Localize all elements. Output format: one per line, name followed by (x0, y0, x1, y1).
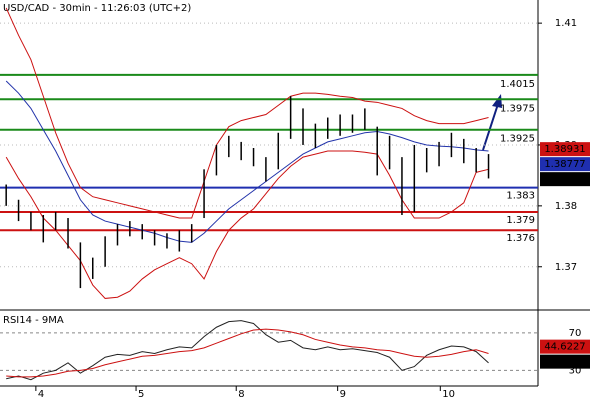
chart-title: USD/CAD - 30min - 11:26:03 (UTC+2) (3, 3, 191, 14)
price-box-label: 1.38686 (544, 174, 585, 185)
x-tick-label: 10 (442, 389, 455, 400)
price-box-label: 1.38931 (544, 144, 585, 155)
x-tick-label: 4 (38, 389, 44, 400)
level-label: 1.4015 (500, 79, 535, 90)
x-tick-label: 8 (238, 389, 244, 400)
rsi-value-box (540, 339, 590, 354)
y-tick-label: 1.38 (555, 201, 577, 212)
level-label: 1.383 (506, 191, 535, 202)
forecast-arrow (482, 103, 499, 151)
price-box (540, 142, 590, 157)
price-box (540, 157, 590, 172)
rsi-ma-line (6, 328, 489, 378)
level-label: 1.3975 (500, 103, 535, 114)
forecast-arrow-head (492, 94, 502, 108)
rsi-value-label: 43.7562 (544, 357, 585, 368)
rsi-title: RSI14 - 9MA (3, 315, 64, 326)
price-box (540, 172, 590, 187)
x-tick-label: 5 (138, 389, 144, 400)
price-box-label: 1.38777 (544, 159, 585, 170)
level-label: 1.379 (506, 215, 535, 226)
bollinger-band (5, 150, 489, 299)
level-label: 1.376 (506, 233, 535, 244)
rsi-tick-label: 70 (569, 328, 582, 339)
y-tick-label: 1.41 (555, 18, 577, 29)
bollinger-band (5, 7, 489, 219)
x-tick-label: 9 (340, 389, 346, 400)
rsi-value-label: 44.6227 (544, 342, 585, 353)
rsi-value-box (540, 354, 590, 369)
level-label: 1.3925 (500, 134, 535, 145)
rsi-tick-label: 30 (569, 365, 582, 376)
y-tick-label: 1.37 (555, 262, 577, 273)
moving-average (5, 80, 489, 243)
